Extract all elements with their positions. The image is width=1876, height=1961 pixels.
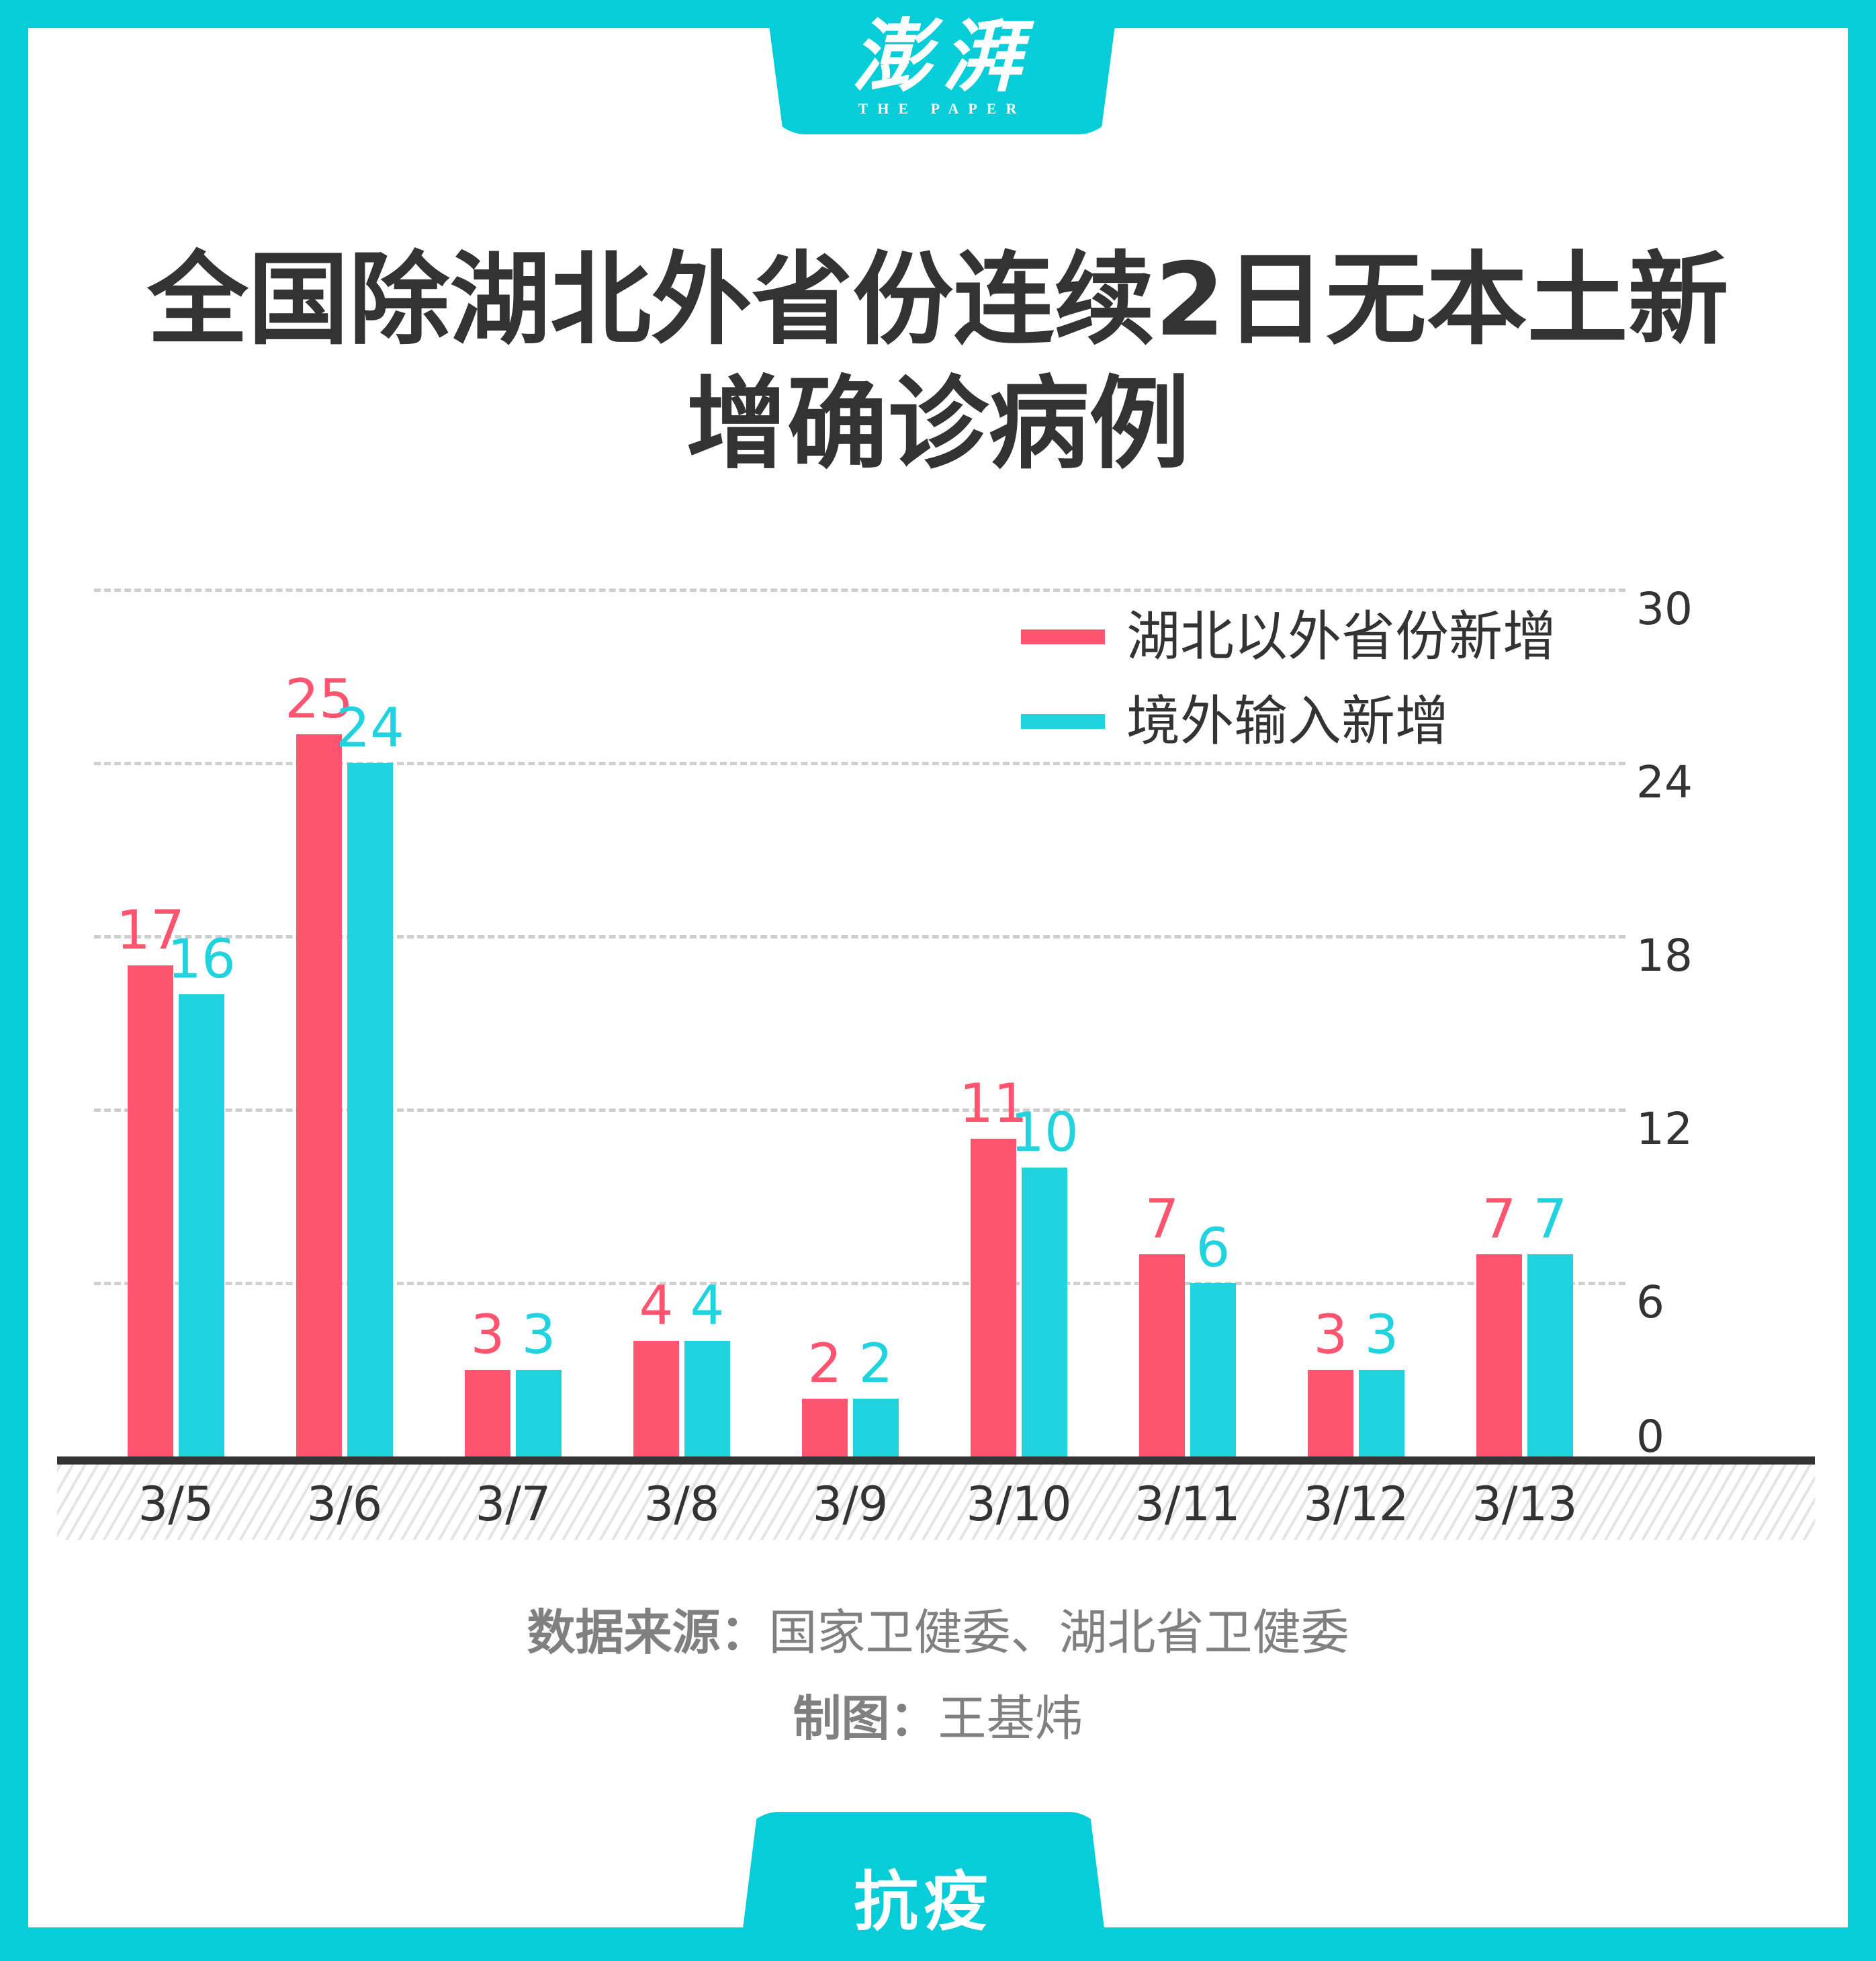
legend-swatch-domestic <box>1021 629 1105 644</box>
bar-domestic <box>1476 1254 1522 1456</box>
data-source-label: 数据来源： <box>527 1604 769 1661</box>
bar-domestic <box>296 734 342 1456</box>
bar-imported <box>1022 1168 1067 1456</box>
x-tick-label: 3/11 <box>1134 1477 1241 1532</box>
x-tick-label: 3/5 <box>138 1477 214 1532</box>
bar-value-label: 7 <box>1482 1188 1517 1250</box>
y-tick-label: 30 <box>1636 583 1693 635</box>
bar-value-label: 3 <box>1313 1303 1348 1366</box>
bar-imported <box>684 1341 730 1456</box>
bar-value-label: 16 <box>167 928 236 990</box>
bar-value-label: 10 <box>1010 1101 1079 1164</box>
x-tick-label: 3/6 <box>306 1477 383 1532</box>
bar-imported <box>1359 1370 1404 1456</box>
legend: 湖北以外省份新增 境外输入新增 <box>1021 595 1556 764</box>
chart-title-line-1: 全国除湖北外省份连续2日无本土新 <box>147 242 1729 359</box>
topic-tab: 抗疫 <box>739 1812 1108 1961</box>
bar-value-label: 17 <box>116 899 185 961</box>
bar-value-label: 2 <box>807 1332 842 1395</box>
bar-domestic <box>1139 1254 1185 1456</box>
x-tick-label: 3/13 <box>1472 1477 1578 1532</box>
bar-domestic <box>128 965 173 1456</box>
chart-title-line-2: 增确诊病例 <box>686 366 1190 483</box>
bar-imported <box>853 1399 899 1456</box>
bar-value-label: 7 <box>1145 1188 1179 1250</box>
bar-domestic <box>1308 1370 1353 1456</box>
credit-label: 制图： <box>793 1690 938 1747</box>
bar-value-label: 11 <box>959 1072 1028 1135</box>
legend-label: 湖北以外省份新增 <box>1126 605 1556 668</box>
gridline <box>94 762 1625 765</box>
gridline <box>94 589 1625 592</box>
legend-label: 境外输入新增 <box>1126 690 1449 752</box>
bar-value-label: 24 <box>336 697 404 759</box>
bar-domestic <box>971 1139 1016 1456</box>
x-tick-label: 3/12 <box>1303 1477 1409 1532</box>
bar-value-label: 2 <box>858 1332 893 1395</box>
y-tick-label: 6 <box>1636 1276 1664 1328</box>
x-tick-label: 3/10 <box>966 1477 1072 1532</box>
y-tick-label: 24 <box>1636 756 1693 808</box>
gridline <box>94 1282 1625 1285</box>
y-tick-label: 0 <box>1636 1411 1664 1463</box>
x-tick-label: 3/9 <box>812 1477 889 1532</box>
bar-value-label: 6 <box>1196 1217 1231 1279</box>
x-axis-band <box>57 1465 1815 1540</box>
bar-domestic <box>465 1370 510 1456</box>
gridline <box>94 1108 1625 1112</box>
bar-value-label: 7 <box>1533 1188 1568 1250</box>
bar-value-label: 4 <box>639 1274 674 1337</box>
bar-value-label: 3 <box>521 1303 556 1366</box>
bar-imported <box>516 1370 562 1456</box>
legend-item-domestic: 湖北以外省份新增 <box>1021 595 1556 679</box>
x-axis-line <box>57 1456 1815 1465</box>
bar-imported <box>1527 1254 1573 1456</box>
bar-imported <box>1190 1283 1236 1456</box>
topic-tab-label: 抗疫 <box>854 1864 993 1940</box>
bar-imported <box>179 994 224 1456</box>
x-tick-label: 3/7 <box>475 1477 551 1532</box>
legend-item-imported: 境外输入新增 <box>1021 679 1556 764</box>
bar-value-label: 3 <box>1364 1303 1399 1366</box>
x-tick-label: 3/8 <box>643 1477 720 1532</box>
credit-value: 王基炜 <box>938 1690 1083 1747</box>
bar-domestic <box>633 1341 679 1456</box>
brand-logo: 澎湃 <box>852 9 1032 103</box>
brand-logo-subtitle: THE PAPER <box>858 100 1026 117</box>
data-source: 数据来源：国家卫健委、湖北省卫健委 <box>0 1608 1876 1657</box>
bar-value-label: 25 <box>285 668 353 730</box>
brand-tab: 澎湃 THE PAPER <box>766 0 1118 134</box>
legend-swatch-imported <box>1021 714 1105 729</box>
data-source-value: 国家卫健委、湖北省卫健委 <box>768 1604 1349 1661</box>
bar-domestic <box>802 1399 848 1456</box>
bar-value-label: 3 <box>470 1303 505 1366</box>
bar-imported <box>347 763 393 1456</box>
credit: 制图：王基炜 <box>0 1694 1876 1743</box>
y-tick-label: 12 <box>1636 1103 1693 1155</box>
chart-title: 全国除湖北外省份连续2日无本土新 增确诊病例 <box>0 238 1876 487</box>
bar-value-label: 4 <box>690 1274 725 1337</box>
y-tick-label: 18 <box>1636 930 1693 982</box>
gridline <box>94 935 1625 939</box>
